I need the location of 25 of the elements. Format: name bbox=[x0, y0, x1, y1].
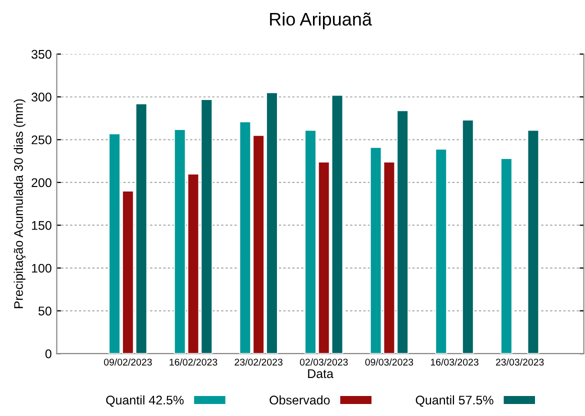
x-axis-title: Data bbox=[308, 369, 334, 378]
x-tick-label: 09/03/2023 bbox=[365, 358, 414, 366]
y-tick-label: 0 bbox=[45, 349, 52, 358]
y-tick-label: 200 bbox=[32, 178, 52, 188]
x-tick-label: 16/03/2023 bbox=[430, 358, 478, 366]
x-tick-label: 23/03/2023 bbox=[496, 358, 544, 366]
y-tick-label: 50 bbox=[38, 306, 52, 316]
x-tick-label: 02/03/2023 bbox=[300, 358, 348, 366]
x-tick-label: 23/02/2023 bbox=[234, 358, 282, 366]
y-tick-label: 300 bbox=[32, 92, 52, 102]
bar bbox=[500, 158, 513, 354]
bar bbox=[435, 148, 448, 354]
y-axis-title: Precipitação Acumulada 30 dias (mm) bbox=[14, 99, 26, 308]
x-tick-label: 09/02/2023 bbox=[104, 358, 152, 366]
bar bbox=[462, 119, 474, 354]
chart-title: Rio Aripuanã bbox=[270, 12, 372, 30]
legend-label: Observado bbox=[270, 395, 330, 405]
legend-label: Quantil 57.5% bbox=[416, 395, 494, 407]
y-tick-label: 150 bbox=[32, 221, 52, 230]
y-tick-label: 350 bbox=[32, 50, 52, 59]
bar bbox=[527, 130, 540, 354]
y-tick-label: 100 bbox=[32, 264, 52, 273]
x-tick-label: 16/02/2023 bbox=[170, 358, 218, 366]
legend-label: Quantil 42.5% bbox=[106, 395, 184, 407]
y-tick-label: 250 bbox=[32, 135, 52, 144]
